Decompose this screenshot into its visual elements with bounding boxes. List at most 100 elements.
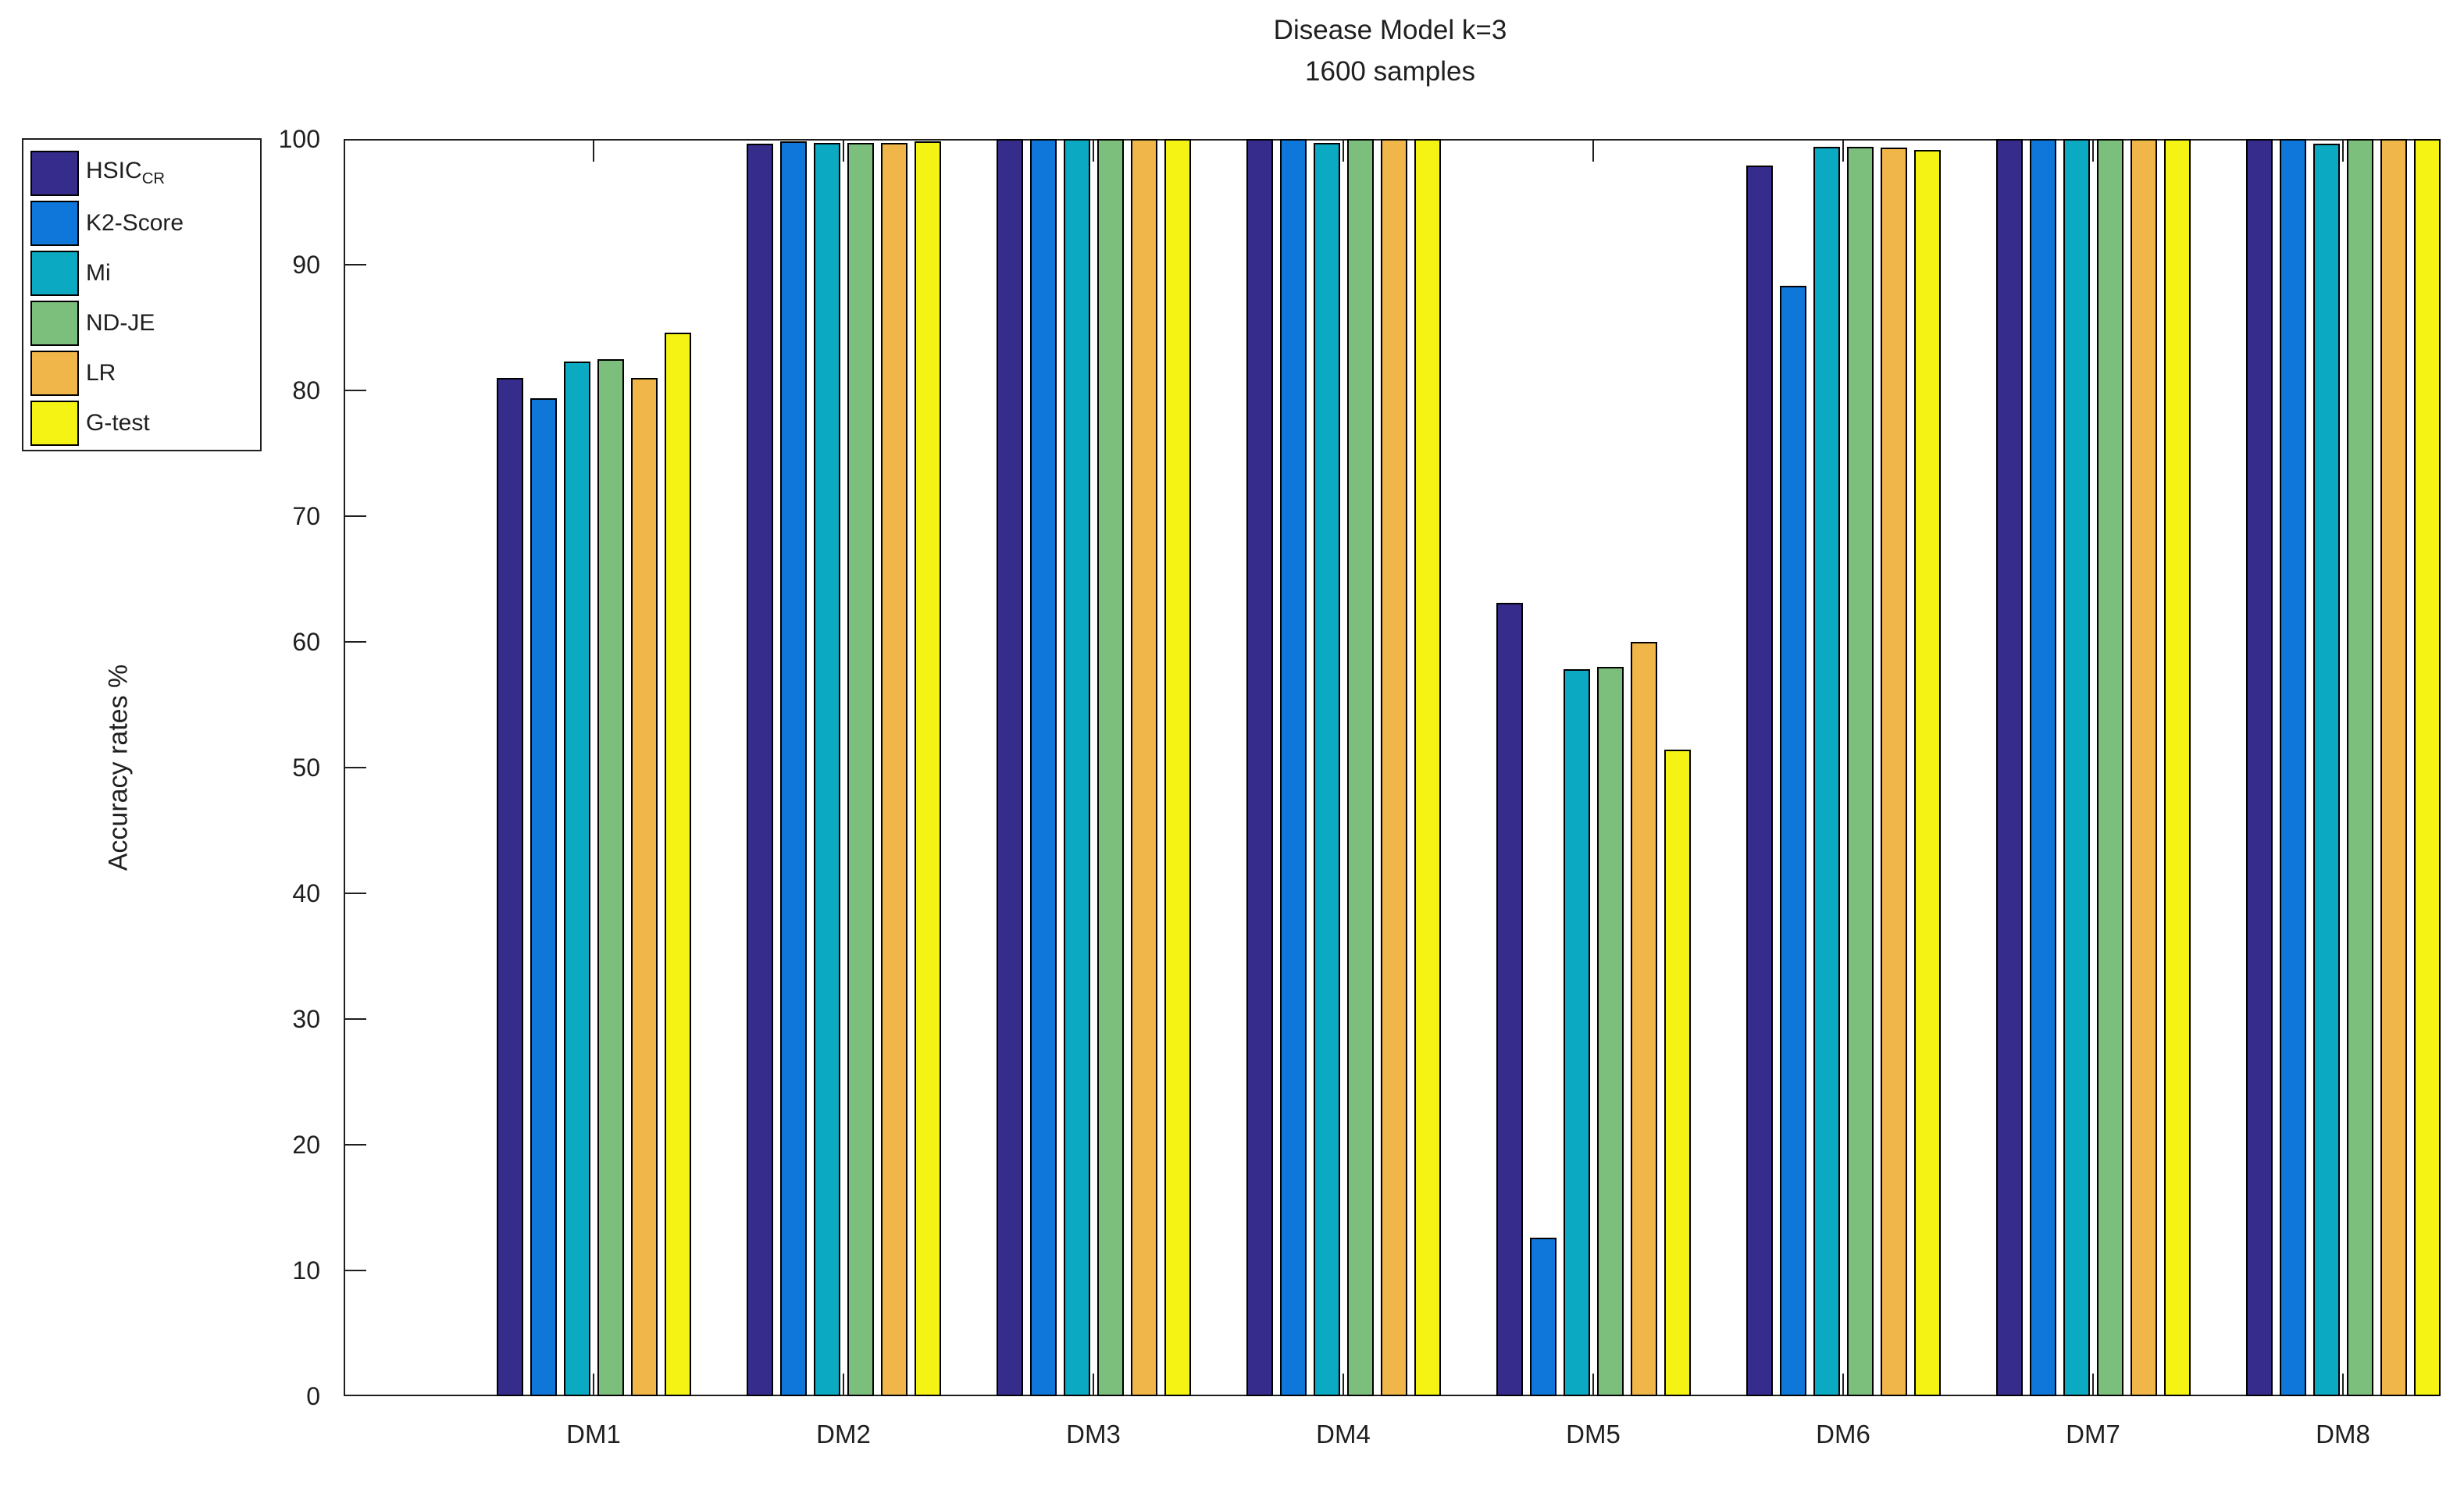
bar-DM5-ND-JE bbox=[1596, 667, 1624, 1396]
bar-DM7-ND-JE bbox=[2096, 139, 2123, 1396]
bar-DM1-LR bbox=[630, 378, 658, 1396]
bar-DM6-G-test bbox=[1913, 150, 1941, 1396]
bar-DM8-Mi bbox=[2312, 144, 2340, 1396]
bar-DM6-LR bbox=[1880, 148, 1907, 1396]
bar-DM8-K2-Score bbox=[2279, 139, 2306, 1396]
bar-DM5-Mi bbox=[1563, 669, 1590, 1396]
y-tick-label-0: 0 bbox=[306, 1382, 320, 1410]
bar-DM2-LR bbox=[880, 143, 908, 1396]
legend-swatch-ND-JE bbox=[30, 300, 79, 346]
legend-item-Mi: Mi bbox=[30, 248, 260, 298]
legend-label-K2-Score: K2-Score bbox=[86, 209, 184, 236]
x-tick-mark-bottom-DM1 bbox=[593, 1374, 594, 1395]
bar-DM3-K2-Score bbox=[1029, 139, 1057, 1396]
bar-group-DM3 bbox=[996, 139, 1191, 1396]
legend: HSICCR K2-Score Mi ND-JE LR G-test bbox=[22, 138, 262, 451]
x-tick-mark-bottom-DM7 bbox=[2092, 1374, 2094, 1395]
bar-DM2-ND-JE bbox=[847, 143, 874, 1396]
bar-group-DM4 bbox=[1246, 139, 1441, 1396]
x-tick-label-DM5: DM5 bbox=[1566, 1420, 1621, 1449]
y-tick-mark-90 bbox=[345, 264, 366, 265]
bar-DM8-G-test bbox=[2413, 139, 2441, 1396]
legend-label-Mi: Mi bbox=[86, 259, 111, 286]
bar-DM5-HSIC_CR bbox=[1496, 603, 1523, 1396]
bar-DM1-K2-Score bbox=[530, 398, 557, 1396]
bar-DM7-G-test bbox=[2163, 139, 2191, 1396]
x-tick-mark-bottom-DM2 bbox=[843, 1374, 844, 1395]
y-tick-label-80: 80 bbox=[292, 376, 320, 404]
bar-DM4-Mi bbox=[1313, 143, 1340, 1396]
bar-DM5-LR bbox=[1630, 642, 1657, 1396]
bar-DM7-HSIC_CR bbox=[1995, 139, 2023, 1396]
x-tick-mark-bottom-DM3 bbox=[1093, 1374, 1094, 1395]
x-tick-label-DM2: DM2 bbox=[816, 1420, 871, 1449]
x-tick-label-DM1: DM1 bbox=[566, 1420, 621, 1449]
bar-DM3-HSIC_CR bbox=[996, 139, 1023, 1396]
bar-DM6-HSIC_CR bbox=[1745, 166, 1773, 1396]
bar-DM4-K2-Score bbox=[1279, 139, 1307, 1396]
bar-DM4-G-test bbox=[1414, 139, 1441, 1396]
x-tick-label-DM4: DM4 bbox=[1316, 1420, 1371, 1449]
x-tick-label-DM8: DM8 bbox=[2316, 1420, 2370, 1449]
legend-swatch-G-test bbox=[30, 400, 79, 446]
chart-title: Disease Model k=3 bbox=[1273, 15, 1507, 45]
bar-group-DM6 bbox=[1745, 139, 1941, 1396]
y-tick-mark-60 bbox=[345, 641, 366, 643]
bar-DM2-HSIC_CR bbox=[746, 144, 773, 1396]
bar-DM4-ND-JE bbox=[1346, 139, 1374, 1396]
bar-DM6-K2-Score bbox=[1779, 286, 1806, 1396]
legend-swatch-Mi bbox=[30, 250, 79, 296]
bar-DM1-ND-JE bbox=[597, 359, 624, 1396]
x-tick-mark-bottom-DM8 bbox=[2342, 1374, 2344, 1395]
y-tick-label-90: 90 bbox=[292, 251, 320, 279]
bar-DM7-Mi bbox=[2063, 139, 2090, 1396]
y-tick-mark-10 bbox=[345, 1270, 366, 1271]
y-tick-mark-70 bbox=[345, 515, 366, 517]
y-tick-label-20: 20 bbox=[292, 1131, 320, 1159]
x-tick-mark-bottom-DM6 bbox=[1842, 1374, 1844, 1395]
x-tick-mark-top-DM1 bbox=[593, 141, 594, 162]
y-axis-label: Accuracy rates % bbox=[103, 664, 134, 871]
y-tick-label-100: 100 bbox=[278, 125, 320, 153]
bar-DM8-HSIC_CR bbox=[2245, 139, 2273, 1396]
bar-DM8-LR bbox=[2380, 139, 2407, 1396]
y-tick-label-40: 40 bbox=[292, 879, 320, 907]
bar-DM2-G-test bbox=[914, 141, 941, 1396]
x-tick-label-DM3: DM3 bbox=[1066, 1420, 1121, 1449]
chart-title-block: Disease Model k=3 1600 samples bbox=[344, 9, 2437, 92]
x-tick-mark-bottom-DM4 bbox=[1343, 1374, 1344, 1395]
legend-item-K2-Score: K2-Score bbox=[30, 198, 260, 248]
y-tick-label-10: 10 bbox=[292, 1256, 320, 1285]
bar-DM6-Mi bbox=[1813, 147, 1840, 1396]
bar-DM6-ND-JE bbox=[1846, 147, 1874, 1396]
bar-DM1-HSIC_CR bbox=[496, 378, 523, 1396]
bar-DM3-G-test bbox=[1164, 139, 1191, 1396]
y-tick-mark-80 bbox=[345, 390, 366, 391]
bar-DM2-K2-Score bbox=[779, 141, 807, 1396]
x-tick-mark-top-DM7 bbox=[2092, 141, 2094, 162]
y-tick-mark-20 bbox=[345, 1144, 366, 1146]
x-tick-mark-top-DM5 bbox=[1592, 141, 1594, 162]
legend-swatch-HSIC_CR bbox=[30, 150, 79, 196]
y-tick-mark-30 bbox=[345, 1018, 366, 1020]
bar-DM3-Mi bbox=[1063, 139, 1090, 1396]
bar-DM3-LR bbox=[1130, 139, 1157, 1396]
y-tick-label-50: 50 bbox=[292, 754, 320, 782]
x-tick-mark-top-DM8 bbox=[2342, 141, 2344, 162]
bar-group-DM2 bbox=[746, 139, 941, 1396]
bar-DM4-HSIC_CR bbox=[1246, 139, 1273, 1396]
x-tick-mark-top-DM2 bbox=[843, 141, 844, 162]
x-tick-label-DM6: DM6 bbox=[1816, 1420, 1870, 1449]
y-tick-label-60: 60 bbox=[292, 628, 320, 656]
legend-item-LR: LR bbox=[30, 348, 260, 397]
y-tick-mark-50 bbox=[345, 767, 366, 768]
legend-item-ND-JE: ND-JE bbox=[30, 298, 260, 347]
x-tick-mark-top-DM6 bbox=[1842, 141, 1844, 162]
bar-DM1-G-test bbox=[664, 333, 691, 1396]
legend-label-HSIC_CR: HSICCR bbox=[86, 158, 166, 187]
bar-group-DM7 bbox=[1995, 139, 2191, 1396]
bar-DM1-Mi bbox=[563, 362, 590, 1396]
bar-DM3-ND-JE bbox=[1096, 139, 1124, 1396]
y-tick-label-70: 70 bbox=[292, 502, 320, 530]
